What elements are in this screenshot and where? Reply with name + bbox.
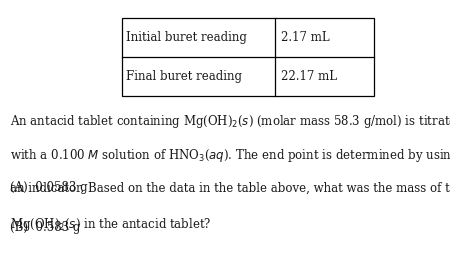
Text: (B)  0.583 g: (B) 0.583 g (10, 221, 80, 234)
Text: Mg(OH)$_2$($s$) in the antacid tablet?: Mg(OH)$_2$($s$) in the antacid tablet? (10, 216, 211, 233)
Text: An antacid tablet containing Mg(OH)$_2$($s$) (molar mass 58.3 g/mol) is titrated: An antacid tablet containing Mg(OH)$_2$(… (10, 113, 450, 130)
Text: 2.17 mL: 2.17 mL (281, 31, 330, 44)
Text: Initial buret reading: Initial buret reading (126, 31, 247, 44)
Text: an indicator. Based on the data in the table above, what was the mass of the: an indicator. Based on the data in the t… (10, 182, 450, 195)
Text: Final buret reading: Final buret reading (126, 70, 242, 83)
Text: 22.17 mL: 22.17 mL (281, 70, 337, 83)
Bar (122, 18, 374, 96)
Text: with a 0.100 $M$ solution of HNO$_3$($aq$). The end point is determined by using: with a 0.100 $M$ solution of HNO$_3$($aq… (10, 147, 450, 164)
Text: (A)  0.0583 g: (A) 0.0583 g (10, 181, 87, 194)
